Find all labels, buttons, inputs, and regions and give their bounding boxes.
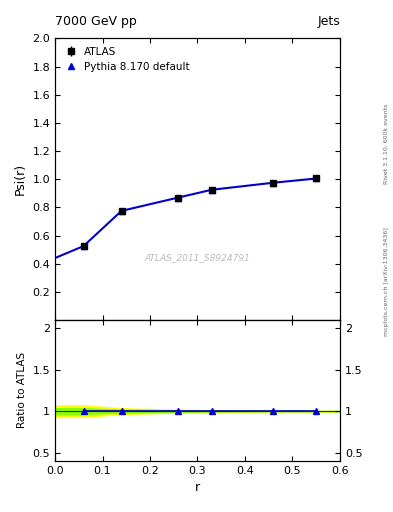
- Text: mcplots.cern.ch [arXiv:1306.3436]: mcplots.cern.ch [arXiv:1306.3436]: [384, 227, 389, 336]
- Pythia 8.170 default: [271, 180, 276, 186]
- Pythia 8.170 default: [119, 208, 124, 214]
- Line: Pythia 8.170 default: Pythia 8.170 default: [80, 175, 320, 249]
- Text: ATLAS_2011_S8924791: ATLAS_2011_S8924791: [145, 253, 250, 263]
- Pythia 8.170 default: [176, 195, 181, 201]
- Pythia 8.170 default: [314, 176, 319, 182]
- Pythia 8.170 default: [209, 187, 214, 193]
- Text: Rivet 3.1.10, 600k events: Rivet 3.1.10, 600k events: [384, 103, 389, 183]
- Text: 7000 GeV pp: 7000 GeV pp: [55, 15, 137, 28]
- Pythia 8.170 default: [81, 243, 86, 249]
- X-axis label: r: r: [195, 481, 200, 494]
- Text: Jets: Jets: [317, 15, 340, 28]
- Y-axis label: Psi(r): Psi(r): [14, 163, 27, 195]
- Y-axis label: Ratio to ATLAS: Ratio to ATLAS: [17, 352, 27, 429]
- Legend: ATLAS, Pythia 8.170 default: ATLAS, Pythia 8.170 default: [60, 44, 193, 75]
